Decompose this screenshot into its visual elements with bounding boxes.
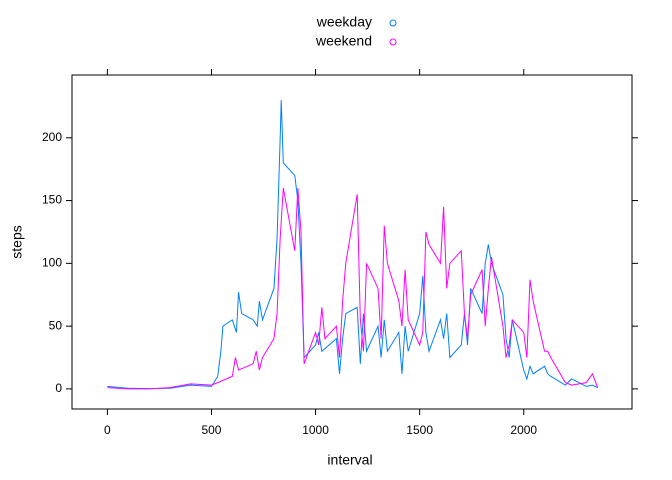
legend-label: weekend <box>315 33 372 49</box>
x-tick-label: 0 <box>104 423 111 437</box>
y-axis-label: steps <box>9 225 25 258</box>
x-tick-label: 1500 <box>406 423 433 437</box>
y-tick-label: 100 <box>42 256 62 270</box>
legend-symbol <box>389 38 397 46</box>
y-tick-label: 200 <box>42 130 62 144</box>
legend-label: weekday <box>316 14 372 30</box>
plot-frame <box>71 74 633 410</box>
series-line <box>107 100 598 390</box>
x-axis-label: interval <box>327 452 372 468</box>
y-tick-label: 0 <box>55 381 62 395</box>
x-tick-label: 500 <box>201 423 221 437</box>
y-tick-label: 50 <box>49 318 63 332</box>
x-tick-label: 2000 <box>510 423 537 437</box>
x-tick-label: 1000 <box>302 423 329 437</box>
legend-symbol <box>389 19 397 27</box>
series-line <box>107 187 599 390</box>
y-tick-label: 150 <box>42 193 62 207</box>
